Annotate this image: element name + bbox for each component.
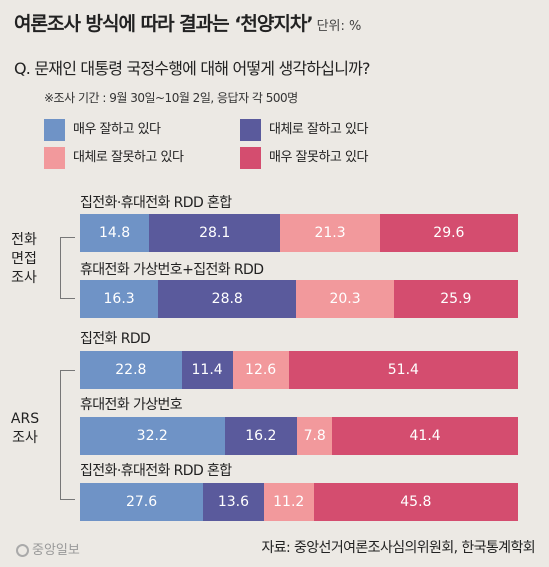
bar-segment: 51.4 bbox=[288, 351, 518, 389]
bar-segment: 11.2 bbox=[263, 483, 314, 521]
group-label-phone: 전화 면접 조사 bbox=[4, 231, 44, 288]
group-bracket-phone bbox=[60, 237, 75, 299]
data-label: 29.6 bbox=[433, 225, 465, 241]
legend-swatch bbox=[44, 119, 65, 141]
category-label: 집전화·휴대전화 RDD 혼합 bbox=[80, 195, 232, 211]
legend-label: 매우 잘하고 있다 bbox=[73, 122, 161, 137]
data-label: 28.1 bbox=[199, 225, 231, 241]
legend-item: 대체로 잘못하고 있다 bbox=[44, 147, 184, 169]
stacked-bar: 14.8 28.1 21.3 29.6 bbox=[80, 214, 518, 252]
bar-segment: 11.4 bbox=[181, 351, 233, 389]
group-label-ars: ARS 조사 bbox=[5, 410, 45, 448]
data-label: 11.4 bbox=[191, 362, 223, 378]
data-label: 22.8 bbox=[115, 362, 147, 378]
category-label: 집전화·휴대전화 RDD 혼합 bbox=[80, 463, 232, 479]
bar-segment: 16.3 bbox=[80, 280, 159, 318]
data-label: 45.8 bbox=[400, 494, 432, 510]
group-bracket-ars bbox=[60, 370, 75, 500]
data-label: 14.8 bbox=[98, 225, 131, 241]
bar-segment: 13.6 bbox=[203, 483, 264, 521]
bar-segment: 22.8 bbox=[80, 351, 182, 389]
bar-segment: 41.4 bbox=[332, 417, 518, 455]
legend-item: 대체로 잘하고 있다 bbox=[240, 119, 368, 141]
category-label: 집전화 RDD bbox=[80, 331, 151, 347]
data-label: 25.9 bbox=[440, 291, 472, 307]
logo-icon bbox=[16, 544, 29, 557]
publisher-logo-text: 중앙일보 bbox=[32, 543, 80, 558]
publisher-logo: 중앙일보 bbox=[16, 539, 80, 558]
bar-segment: 28.8 bbox=[158, 280, 297, 318]
legend-swatch bbox=[240, 119, 261, 141]
stacked-bar: 27.6 13.6 11.2 45.8 bbox=[80, 483, 518, 521]
legend-label: 대체로 잘못하고 있다 bbox=[73, 150, 184, 165]
group-label-ars-text: ARS 조사 bbox=[10, 411, 40, 446]
bar-segment: 25.9 bbox=[393, 280, 518, 318]
data-label: 7.8 bbox=[303, 428, 326, 444]
data-label: 13.6 bbox=[217, 494, 249, 510]
bar-segment: 28.1 bbox=[149, 214, 281, 252]
bar-segment: 12.6 bbox=[232, 351, 289, 389]
survey-question: Q. 문재인 대통령 국정수행에 대해 어떻게 생각하십니까? bbox=[14, 59, 371, 78]
data-label: 32.2 bbox=[136, 428, 168, 444]
data-label: 51.4 bbox=[387, 362, 419, 378]
data-label: 21.3 bbox=[314, 225, 346, 241]
legend-item: 매우 잘하고 있다 bbox=[44, 119, 161, 141]
data-label: 11.2 bbox=[273, 494, 305, 510]
category-label: 휴대전화 가상번호 bbox=[80, 397, 183, 413]
stacked-bar: 16.3 28.8 20.3 25.9 bbox=[80, 280, 518, 318]
bar-segment: 14.8 bbox=[80, 214, 150, 252]
chart-title: 여론조사 방식에 따라 결과는 ‘천양지차’ 단위: % bbox=[14, 9, 361, 36]
bar-segment: 32.2 bbox=[80, 417, 225, 455]
stacked-bar: 22.8 11.4 12.6 51.4 bbox=[80, 351, 518, 389]
stacked-bar: 32.2 16.2 7.8 41.4 bbox=[80, 417, 518, 455]
data-label: 12.6 bbox=[245, 362, 277, 378]
bar-segment: 27.6 bbox=[80, 483, 204, 521]
legend-swatch bbox=[44, 147, 65, 169]
bar-segment: 7.8 bbox=[297, 417, 333, 455]
legend-item: 매우 잘못하고 있다 bbox=[240, 147, 368, 169]
unit-label: 단위: % bbox=[316, 19, 362, 34]
category-label: 휴대전화 가상번호+집전화 RDD bbox=[80, 262, 264, 278]
legend-label: 매우 잘못하고 있다 bbox=[269, 150, 368, 165]
data-label: 28.8 bbox=[211, 291, 243, 307]
title-text: 여론조사 방식에 따라 결과는 ‘천양지차’ bbox=[14, 13, 314, 35]
bar-segment: 16.2 bbox=[224, 417, 298, 455]
data-label: 20.3 bbox=[329, 291, 361, 307]
legend-label: 대체로 잘하고 있다 bbox=[269, 122, 368, 137]
data-label: 27.6 bbox=[125, 494, 158, 510]
source-note: 자료: 중앙선거여론조사심의위원회, 한국통계학회 bbox=[261, 540, 535, 556]
group-label-phone-text: 전화 면접 조사 bbox=[11, 232, 37, 286]
legend-swatch bbox=[240, 147, 261, 169]
survey-note: ※조사 기간 : 9월 30일~10월 2일, 응답자 각 500명 bbox=[44, 91, 298, 105]
data-label: 16.2 bbox=[245, 428, 277, 444]
data-label: 41.4 bbox=[409, 428, 441, 444]
bar-segment: 45.8 bbox=[313, 483, 518, 521]
bar-segment: 20.3 bbox=[296, 280, 394, 318]
data-label: 16.3 bbox=[103, 291, 135, 307]
bar-segment: 21.3 bbox=[280, 214, 380, 252]
bar-segment: 29.6 bbox=[379, 214, 518, 252]
